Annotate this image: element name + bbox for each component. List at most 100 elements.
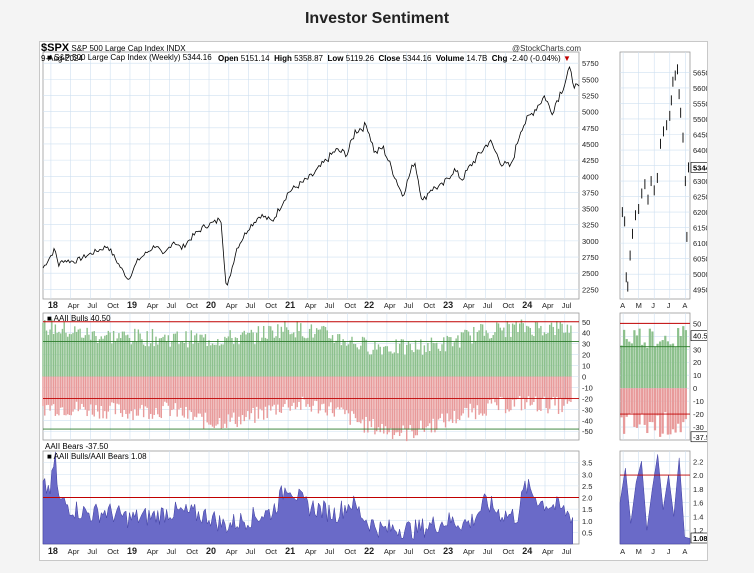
price-y-tick-label: 3750	[582, 188, 599, 197]
bears-legend: AAII Bears -37.50	[45, 442, 109, 451]
ratio-x-tick-label: 21	[285, 546, 295, 556]
ratio-x-tick-label: Jul	[562, 547, 572, 556]
price-y-tick-label: 3000	[582, 237, 599, 246]
ratio-x-tick-label: Jul	[246, 547, 256, 556]
ratio-x-tick-label: Oct	[186, 547, 199, 556]
ratio-zoom-x-tick-label: J	[651, 547, 655, 556]
close-value: 5344.16	[402, 54, 432, 63]
price-x-tick-label: 18	[48, 300, 58, 310]
ratio-zoom-y-tick-label: 1.6	[693, 499, 703, 508]
price-x-tick-label: Apr	[384, 301, 396, 310]
ratio-zoom-y-tick-label: 1.8	[693, 485, 703, 494]
price-x-tick-label: Apr	[147, 301, 159, 310]
sentiment-zoom-y-tick-label: -10	[693, 397, 704, 406]
price-zoom-x-tick-label: A	[620, 301, 625, 310]
sentiment-zoom-y-tick-label: 30	[693, 345, 701, 354]
sentiment-y-tick-label: -20	[582, 394, 593, 403]
price-y-tick-label: 4750	[582, 124, 599, 133]
chart-frame: 2250 2500 2750 3000 3250 3500 3750 4000 4250 4500…	[39, 41, 724, 561]
ratio-y-tick-label: 0.5	[582, 528, 592, 537]
ratio-zoom-x-tick-label: A	[682, 547, 687, 556]
sentiment-zoom-y-tick-label: 10	[693, 371, 701, 380]
ratio-x-tick-label: 20	[206, 546, 216, 556]
price-y-tick-label: 5500	[582, 75, 599, 84]
sentiment-y-tick-label: 0	[582, 373, 586, 382]
price-x-tick-label: Jul	[166, 301, 176, 310]
sentiment-y-tick-label: -30	[582, 405, 593, 414]
ratio-x-tick-label: 19	[127, 546, 137, 556]
ratio-x-tick-label: 23	[443, 546, 453, 556]
price-x-tick-label: Oct	[423, 301, 436, 310]
price-zoom-x-tick-label: J	[667, 301, 671, 310]
price-zoom-y-tick-label: 5650	[693, 68, 707, 77]
price-y-tick-label: 5250	[582, 92, 599, 101]
chg-value: -2.40 (-0.04%)	[509, 54, 561, 63]
ratio-zoom-y-tick-label: 2.0	[693, 471, 703, 480]
price-x-tick-label: Apr	[68, 301, 80, 310]
sentiment-y-tick-label: -10	[582, 383, 593, 392]
price-x-tick-label: Oct	[502, 301, 515, 310]
price-last-value-label: 5344.16	[693, 163, 707, 172]
price-zoom-x-tick-label: M	[636, 301, 642, 310]
price-y-tick-label: 2500	[582, 269, 599, 278]
price-zoom-panel	[619, 51, 691, 300]
ratio-x-tick-label: Jul	[325, 547, 335, 556]
price-x-tick-label: 24	[522, 300, 532, 310]
ratio-zoom-x-tick-label: A	[620, 547, 625, 556]
price-x-tick-label: Oct	[186, 301, 199, 310]
price-zoom-y-tick-label: 4950	[693, 286, 707, 295]
ratio-zoom-y-tick-label: 1.2	[693, 526, 703, 535]
ratio-x-tick-label: Jul	[483, 547, 493, 556]
price-zoom-y-tick-label: 6200	[693, 208, 707, 217]
sentiment-y-tick-label: 20	[582, 351, 590, 360]
ratio-x-tick-label: Jul	[87, 547, 97, 556]
price-y-tick-label: 4250	[582, 156, 599, 165]
low-value: 5119.26	[345, 54, 375, 63]
page-title: Investor Sentiment	[304, 10, 450, 27]
ratio-zoom-y-tick-label: 1.4	[693, 512, 703, 521]
price-y-tick-label: 5000	[582, 108, 599, 117]
price-zoom-y-tick-label: 5600	[693, 84, 707, 93]
price-zoom-y-tick-label: 5500	[693, 115, 707, 124]
chart-header-symbol: $SPX S&P 500 Large Cap Index INDX	[41, 42, 186, 54]
price-x-tick-label: Oct	[265, 301, 278, 310]
ratio-zoom-area	[619, 454, 691, 545]
bulls-legend: ■ AAII Bulls 40.50	[47, 314, 111, 323]
price-zoom-y-tick-label: 6300	[693, 177, 707, 186]
sentiment-y-tick-label: 50	[582, 318, 590, 327]
ratio-y-tick-label: 1.0	[582, 517, 592, 526]
price-zoom-y-tick-label: 6250	[693, 193, 707, 202]
ratio-y-tick-label: 1.5	[582, 505, 592, 514]
bears-last-value-label: -37.50	[693, 433, 707, 442]
price-x-tick-label: 21	[285, 300, 295, 310]
sentiment-zoom-y-tick-label: -30	[693, 423, 704, 432]
bulls-last-value-label: 40.50	[693, 332, 707, 341]
ohlc-readout: Open 5151.14 High 5358.87 Low 5119.26 Cl…	[218, 54, 571, 63]
ratio-x-tick-label: Apr	[305, 547, 317, 556]
ratio-area	[42, 451, 573, 545]
ratio-zoom-x-tick-label: J	[667, 547, 671, 556]
price-zoom-y-tick-label: 5000	[693, 270, 707, 279]
price-x-tick-label: Jul	[246, 301, 256, 310]
price-zoom-y-tick-label: 6450	[693, 130, 707, 139]
price-y-tick-label: 3500	[582, 205, 599, 214]
exchange: INDX	[166, 44, 186, 53]
high-value: 5358.87	[294, 54, 323, 63]
price-series-legend: ■ S&P 500 Large Cap Index (Weekly) 5344.…	[47, 53, 212, 62]
price-x-tick-label: Jul	[325, 301, 335, 310]
ratio-x-tick-label: Oct	[265, 547, 278, 556]
date-label: 9-Aug-2024	[41, 54, 83, 63]
ratio-x-tick-label: Oct	[423, 547, 436, 556]
ratio-x-tick-label: 18	[48, 546, 58, 556]
price-y-tick-label: 2250	[582, 285, 599, 294]
ratio-x-tick-label: Oct	[502, 547, 515, 556]
ratio-y-tick-label: 3.5	[582, 459, 592, 468]
sentiment-zoom-y-tick-label: 0	[693, 384, 697, 393]
ratio-x-tick-label: 24	[522, 546, 532, 556]
open-value: 5151.14	[240, 54, 270, 63]
ratio-zoom-x-tick-label: M	[636, 547, 642, 556]
ratio-x-tick-label: Oct	[344, 547, 357, 556]
symbol: $SPX	[41, 42, 70, 54]
price-x-tick-label: Apr	[542, 301, 554, 310]
